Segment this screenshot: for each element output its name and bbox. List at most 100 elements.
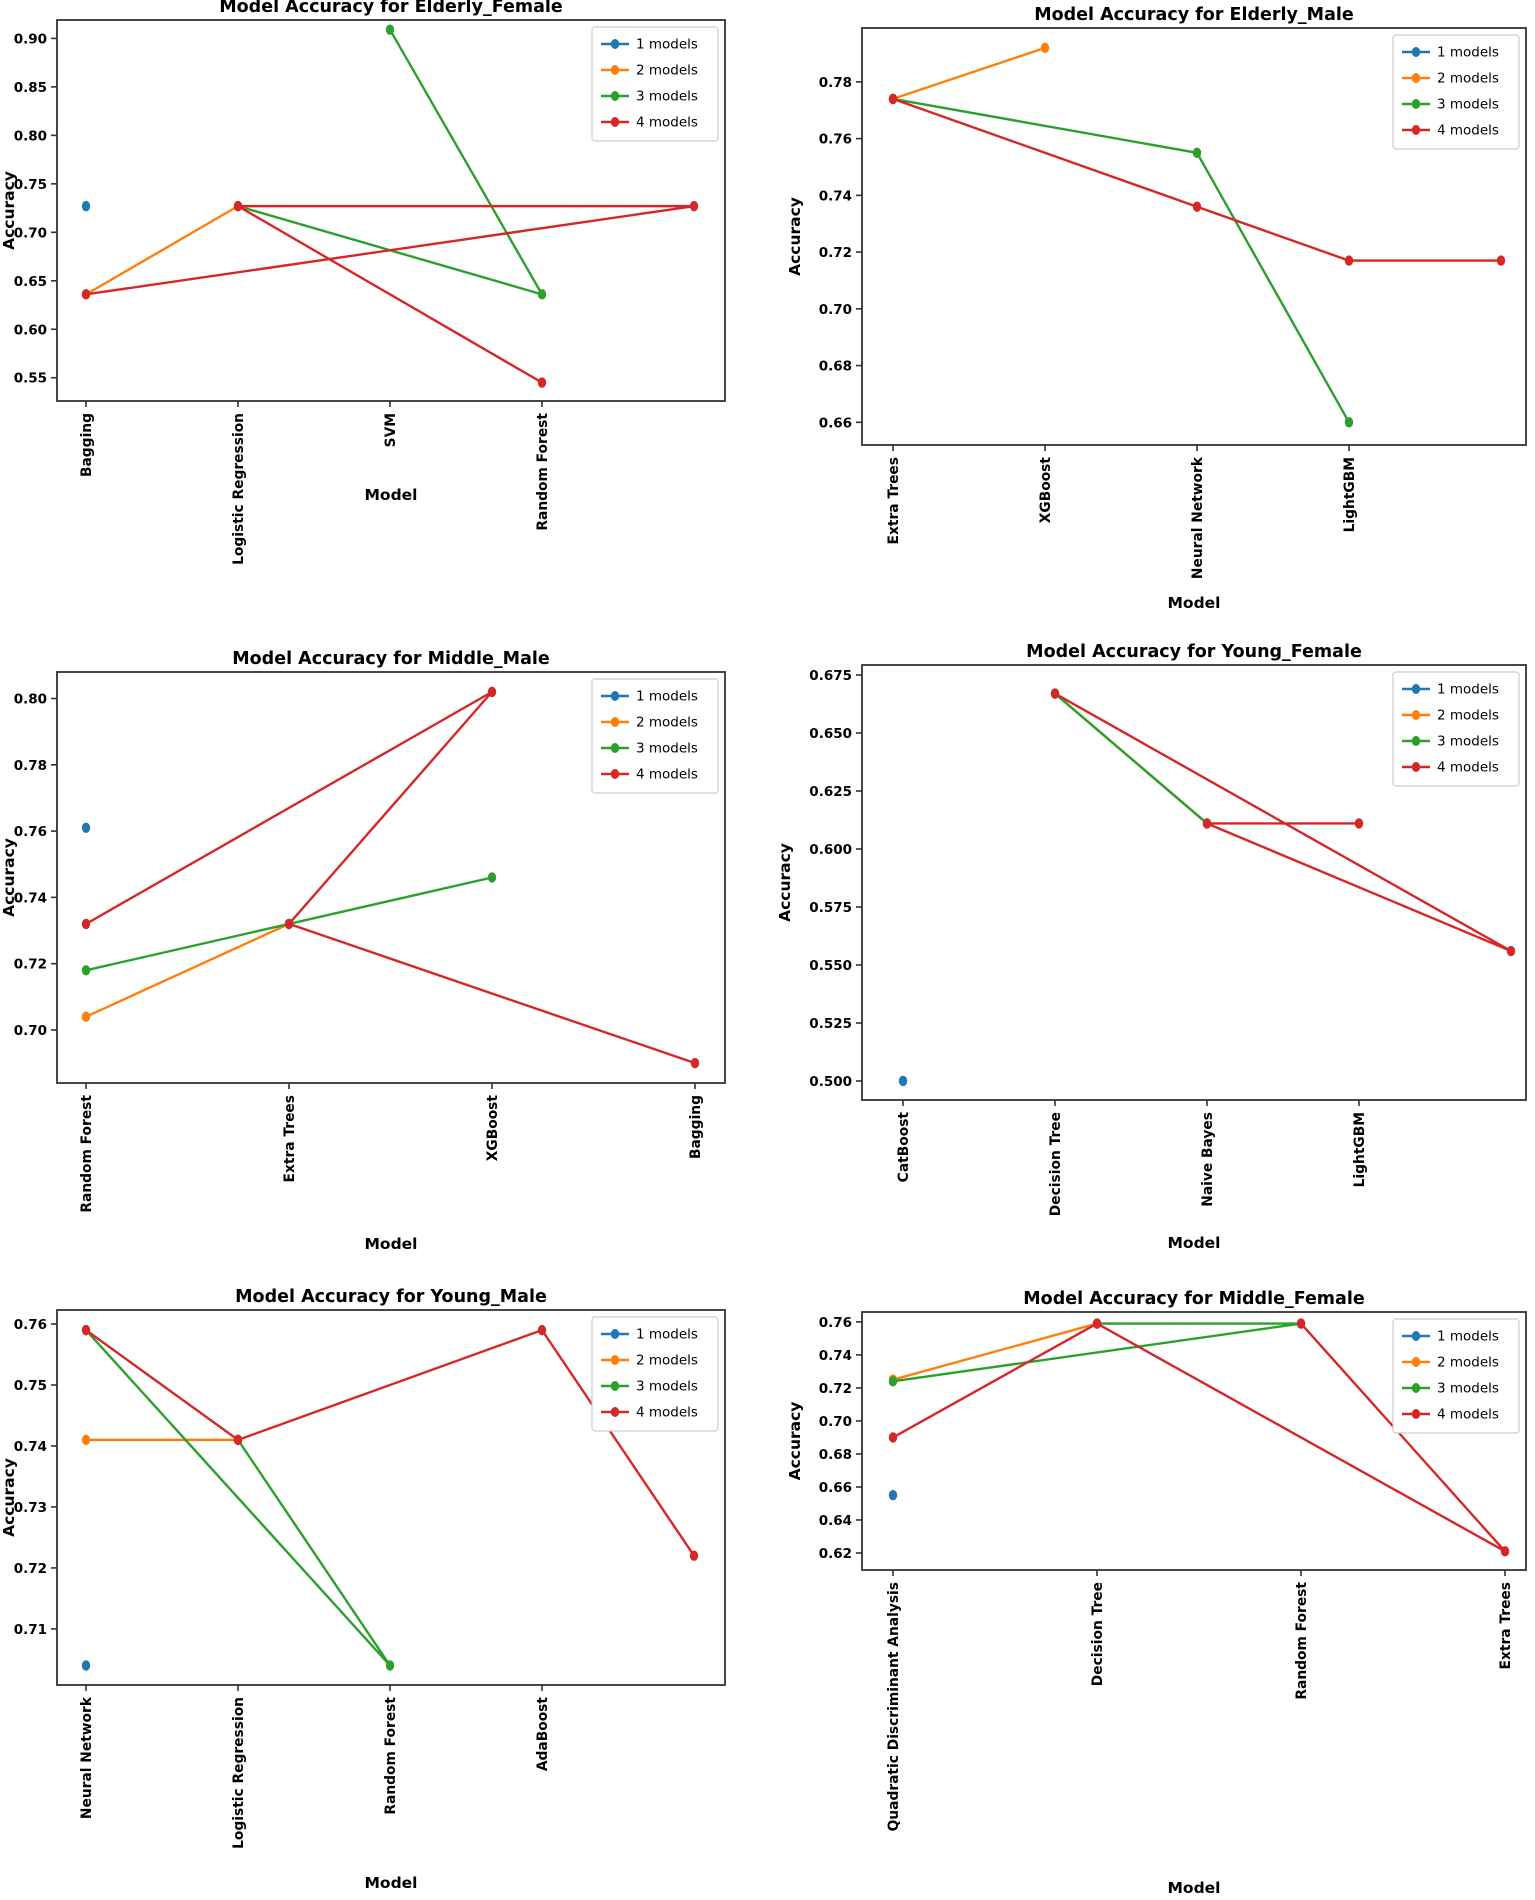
- series-2-models-line: [84, 204, 240, 296]
- legend-marker-icon: [1411, 73, 1421, 83]
- y-tick-label: 0.62: [819, 1546, 852, 1562]
- legend: 1 models 2 models 3 models 4 models: [1392, 34, 1520, 150]
- x-tick-label: Bagging: [79, 413, 95, 477]
- plot-border: [56, 1309, 726, 1686]
- legend: 1 models 2 models 3 models 4 models: [591, 678, 719, 794]
- legend-box: [591, 678, 719, 794]
- series-1-models-point: [81, 200, 91, 212]
- series-1-models-point: [81, 822, 91, 833]
- legend-item-label: 2 models: [1437, 708, 1499, 724]
- legend-marker-icon: [610, 65, 620, 75]
- legend-item-label: 4 models: [636, 1405, 698, 1421]
- series-4-models-point: [284, 918, 294, 930]
- y-tick-label: 0.74: [14, 1439, 47, 1455]
- series-3-models-point: [1192, 147, 1202, 159]
- legend-item-label: 1 models: [636, 37, 698, 53]
- series-4-models-point: [1496, 255, 1506, 266]
- series-2-models-line: [891, 1322, 1099, 1381]
- y-tick-label: 0.65: [14, 274, 47, 290]
- chart-elderly-male: 0.66 0.68 0.70 0.72 0.74 0.76 0.78 Extra Trees X…: [786, 5, 1527, 612]
- series-1-models-point: [888, 1490, 898, 1501]
- y-tick-label: 0.55: [14, 371, 47, 387]
- series-4-models-point: [690, 1057, 700, 1069]
- legend-marker-icon: [610, 1355, 620, 1365]
- series-4-models-point: [888, 93, 898, 105]
- legend-item-label: 4 models: [636, 115, 698, 131]
- legend-marker-icon: [1411, 684, 1421, 694]
- series-4-models-point: [689, 1550, 699, 1561]
- x-tick-label: Bagging: [688, 1095, 704, 1159]
- legend-item-label: 2 models: [636, 63, 698, 79]
- x-tick-label: LightGBM: [1352, 1112, 1368, 1187]
- x-axis-label: Model: [365, 486, 418, 504]
- legend-marker-icon: [610, 769, 620, 779]
- y-tick-label: 0.72: [819, 1381, 852, 1397]
- x-tick-label: Decision Tree: [1048, 1112, 1064, 1216]
- series-4-models-line: [891, 97, 1503, 262]
- legend-marker-icon: [610, 1381, 620, 1391]
- x-tick-label: LightGBM: [1342, 457, 1358, 532]
- y-tick-label: 0.60: [14, 322, 47, 338]
- y-tick-label: 0.68: [819, 1447, 852, 1463]
- series-2-models-point: [81, 1434, 91, 1446]
- legend-marker-icon: [1411, 1331, 1421, 1341]
- y-tick-label: 0.74: [819, 188, 852, 204]
- plot-border: [861, 27, 1527, 446]
- legend-marker-icon: [610, 691, 620, 701]
- series-4-models-point: [487, 686, 497, 698]
- x-tick-label: Quadratic Discriminant Analysis: [886, 1582, 902, 1831]
- y-tick-label: 0.76: [819, 132, 852, 148]
- chart-young-female: 0.500 0.525 0.550 0.575 0.600 0.625 0.650 0.675…: [776, 642, 1527, 1252]
- x-tick-label: Extra Trees: [886, 457, 902, 544]
- x-axis-label: Model: [365, 1235, 418, 1253]
- series-4-models-point: [233, 1434, 243, 1446]
- x-tick-label: Logistic Regression: [231, 413, 247, 565]
- y-tick-label: 0.525: [809, 1016, 852, 1032]
- legend-marker-icon: [1411, 762, 1421, 772]
- y-tick-label: 0.575: [809, 900, 852, 916]
- legend-item-label: 2 models: [1437, 71, 1499, 87]
- series-4-models-point: [81, 918, 91, 930]
- y-tick-label: 0.75: [14, 177, 47, 193]
- legend-marker-icon: [610, 717, 620, 727]
- legend-box: [1392, 34, 1520, 150]
- series-3-models-point: [487, 872, 497, 883]
- legend-item-label: 1 models: [636, 689, 698, 705]
- x-tick-label: Random Forest: [383, 1697, 399, 1815]
- legend-marker-icon: [1411, 125, 1421, 135]
- legend-item-label: 4 models: [1437, 760, 1499, 776]
- legend-marker-icon: [610, 1329, 620, 1339]
- chart-title: Model Accuracy for Young_Male: [235, 1287, 547, 1307]
- y-tick-label: 0.70: [819, 1414, 852, 1430]
- legend-marker-icon: [1411, 736, 1421, 746]
- y-tick-label: 0.76: [819, 1315, 852, 1331]
- series-3-models-point: [385, 24, 395, 35]
- chart-title: Model Accuracy for Young_Female: [1026, 642, 1362, 662]
- y-tick-label: 0.64: [819, 1513, 852, 1529]
- y-tick-label: 0.66: [819, 415, 852, 431]
- legend-marker-icon: [610, 1407, 620, 1417]
- y-tick-label: 0.70: [14, 1023, 47, 1039]
- y-tick-label: 0.72: [14, 1561, 47, 1577]
- legend-item-label: 2 models: [1437, 1355, 1499, 1371]
- series-4-models-point: [1092, 1318, 1102, 1329]
- y-tick-label: 0.625: [809, 784, 852, 800]
- series-3-models-line: [891, 1322, 1303, 1383]
- y-tick-label: 0.85: [14, 80, 47, 96]
- x-tick-label: Naive Bayes: [1200, 1112, 1216, 1207]
- series-4-models-point: [537, 1324, 547, 1336]
- legend-item-label: 1 models: [636, 1327, 698, 1343]
- series-4-models-point: [1192, 201, 1202, 212]
- y-tick-label: 0.74: [14, 890, 47, 906]
- legend-box: [1392, 1318, 1520, 1434]
- series-4-models-point: [1202, 818, 1212, 829]
- legend-box: [591, 1316, 719, 1432]
- legend-box: [1392, 671, 1520, 787]
- y-axis-label: Accuracy: [786, 197, 804, 276]
- series-4-models-point: [233, 200, 243, 212]
- chart-middle-female: 0.62 0.64 0.66 0.68 0.70 0.72 0.74 0.76 Quadrati…: [786, 1289, 1527, 1897]
- x-tick-label: Extra Trees: [1498, 1582, 1514, 1669]
- x-tick-label: AdaBoost: [535, 1697, 551, 1772]
- plot-border: [861, 664, 1527, 1101]
